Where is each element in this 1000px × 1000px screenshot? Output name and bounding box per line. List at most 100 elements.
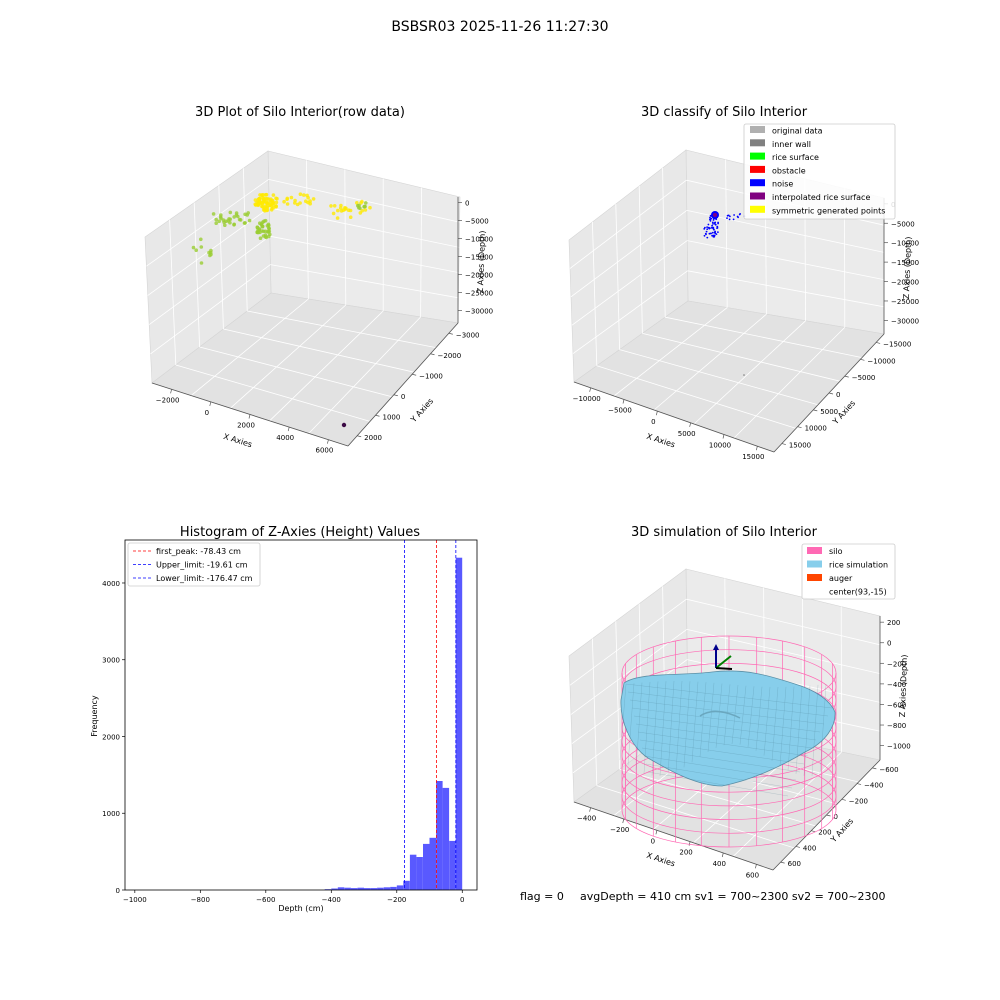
panel4-auger-z-arrowhead: [713, 644, 719, 650]
panel1-data-point: [264, 235, 269, 240]
panel2-z-tick-label: −10000: [891, 240, 919, 248]
panel2-gridline: [638, 185, 643, 334]
rice-mesh-line: [795, 686, 803, 774]
panel2-data-point: [726, 217, 728, 220]
rice-mesh-line: [639, 739, 805, 765]
panel2-x-axis: [573, 381, 775, 453]
panel3-x-tick-label: 0: [460, 896, 464, 904]
rice-mesh-line: [819, 684, 827, 775]
rice-mesh-line: [659, 681, 667, 776]
panel2-gridline: [572, 270, 688, 354]
panel4-y-tick-mark: [826, 814, 831, 817]
panel2-data-point: [712, 235, 715, 238]
panel2-legend-box: [743, 123, 896, 220]
histogram-bar: [331, 888, 338, 890]
panel2-data-point: [710, 232, 712, 235]
panel1-y-axis: [347, 322, 459, 447]
panel2-legend-label: inner wall: [772, 140, 811, 149]
panel3-x-tick-label: −400: [322, 896, 341, 904]
panel3-legend-box: [127, 542, 261, 587]
panel4-y-tick-label: 0: [834, 813, 838, 821]
histogram-bar: [403, 880, 410, 890]
rice-mesh-line: [715, 683, 723, 748]
panel2-y-tick-mark: [813, 409, 818, 412]
panel2-data-point: [705, 233, 707, 236]
panel2-data-point: [711, 224, 713, 227]
panel4-y-tick-mark: [841, 798, 846, 801]
panel2-z-ticks: 0−5000−10000−15000−20000−25000−30000: [884, 201, 919, 325]
panel2-gridline: [687, 270, 885, 308]
panel3-frame: [124, 539, 478, 891]
rice-mesh-line: [643, 681, 651, 774]
panel1-gridline: [150, 264, 271, 355]
panel2-data-point: [732, 218, 735, 221]
panel4-gridline: [615, 621, 620, 770]
panel1-data-point: [271, 205, 276, 210]
panel2-z-tick-label: −30000: [891, 317, 919, 325]
rice-mesh-line: [635, 723, 813, 749]
panel1-data-point: [344, 206, 348, 211]
panel1-data-point: [285, 197, 289, 202]
panel2-y-tick-label: −10000: [867, 357, 895, 365]
panel1-data-point: [285, 202, 290, 206]
panel4-x-tick-mark: [755, 864, 757, 869]
panel2-legend-label: noise: [772, 180, 793, 189]
panel1-data-point: [232, 222, 236, 227]
panel4-x-tick-mark: [655, 830, 658, 835]
rice-mesh-line: [643, 755, 797, 781]
panel2-legend-entries: original data inner wall rice surface obsta…: [750, 126, 885, 215]
panel4-legend: silo rice simulation auger center(93,-15): [801, 543, 896, 600]
panel2-gridline: [686, 210, 885, 253]
panel4-legend-swatch: [807, 547, 822, 554]
panel2-x-tick-mark: [722, 434, 725, 439]
panel1-y-tick-label: −2000: [438, 352, 462, 360]
panel1-data-point: [261, 229, 266, 234]
panel2-data-point: [714, 221, 717, 224]
rice-mesh-line: [631, 707, 821, 733]
panel2-data-point: [737, 216, 739, 219]
panel1-x-tick-mark: [209, 401, 212, 406]
panel2-y-tick-mark: [876, 342, 881, 344]
panel1-y-tick-label: −3000: [456, 331, 480, 339]
panel1-data-point: [218, 215, 223, 219]
panel2-title: 3D classify of Silo Interior: [641, 105, 808, 120]
panel4-z-tick-label: 0: [887, 640, 891, 648]
panel3-title: Histogram of Z-Axies (Height) Values: [180, 525, 420, 540]
panel2-gridline: [570, 210, 688, 298]
panel1-data-point: [363, 204, 367, 209]
histogram-bar: [364, 888, 371, 890]
panel3-y-tick-label: 4000: [102, 580, 120, 588]
panel2-y-tick-label: −15000: [883, 340, 911, 348]
panel4-x-axis: [573, 801, 774, 871]
panel4-x-tick-mark: [721, 852, 724, 858]
panel1-data-point: [260, 224, 265, 229]
panel1-y-tick-mark: [412, 373, 417, 376]
panel4-z-tick-label: −1000: [887, 743, 911, 751]
panel2-data-point: [711, 221, 714, 224]
panel4-gridline: [570, 629, 688, 715]
panel2-z-tick-label: −25000: [891, 298, 919, 306]
panel2-x-ticks: −10000 −5000 0 5000 10000 15000: [573, 387, 764, 461]
panel1-data-point: [228, 210, 233, 215]
panel1-data-point: [308, 199, 312, 203]
histogram-bar: [377, 887, 384, 890]
panel1-data-point: [293, 198, 297, 203]
histogram-bar: [449, 840, 456, 890]
panel1-data-point: [258, 193, 262, 197]
panel4-y-tick-mark: [872, 767, 877, 770]
panel1-data-point: [355, 201, 359, 205]
panel1-data-point: [217, 219, 221, 224]
panel4-y-tick-mark: [856, 783, 862, 785]
panel1-gridline: [243, 168, 248, 312]
panel1-data-point: [232, 215, 236, 219]
panel1-z-tick-label: −25000: [465, 289, 493, 297]
panel2-z-tick-label: −20000: [891, 279, 919, 287]
panel1-data-point: [265, 208, 270, 212]
panel4-y-tick-label: 600: [788, 860, 801, 868]
rice-mesh-line: [803, 685, 811, 776]
rice-mesh-line: [731, 685, 739, 745]
panel1-data-point: [298, 192, 303, 196]
panel1-data-point: [245, 213, 249, 217]
panel2-legend-swatch: [750, 126, 765, 133]
panel1-y-tick-mark: [357, 435, 362, 438]
